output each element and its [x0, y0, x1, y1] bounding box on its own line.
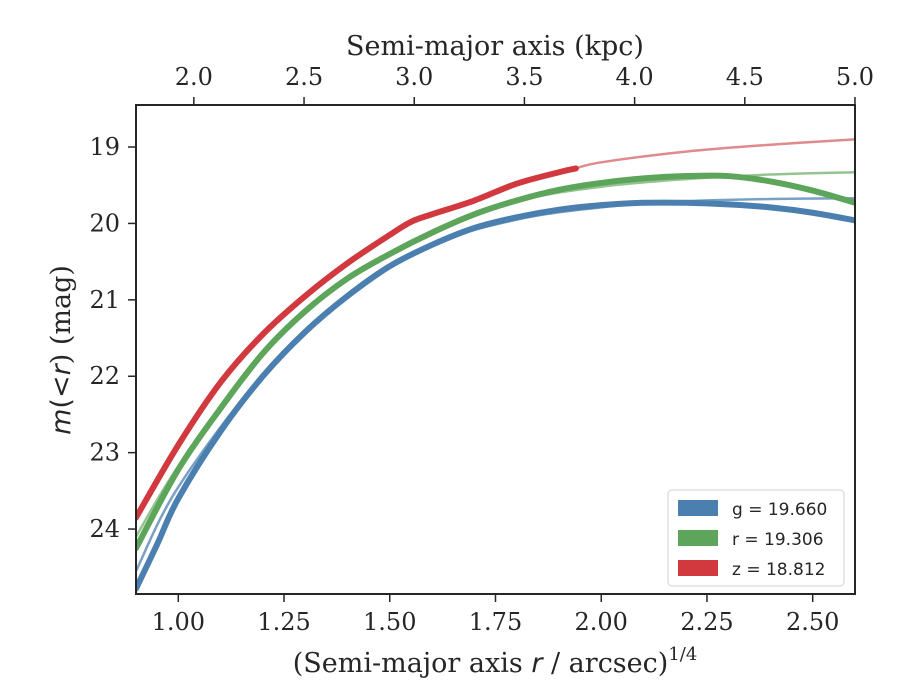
- data-line-r: [136, 172, 855, 552]
- bottom-axis-title-prefix: (Semi-major axis: [293, 648, 532, 679]
- ticks-layer: 1.00 1.25 1.50 1.75 2.00 2.25 2.50 2.0 2.5 3.0 3.5…: [89, 63, 874, 636]
- top-tick-label: 2.0: [175, 63, 213, 91]
- bottom-axis-title-suffix: / arcsec): [542, 648, 668, 679]
- y-tick-label: 22: [89, 362, 120, 390]
- top-axis-title: Semi-major axis (kpc): [346, 31, 644, 62]
- y-tick-label: 23: [89, 439, 120, 467]
- y-tick-label: 21: [89, 286, 120, 314]
- fit-line-z: [574, 138, 855, 170]
- legend: g = 19.660 r = 19.306 z = 18.812: [667, 489, 845, 587]
- bottom-tick-label: 1.50: [363, 608, 416, 636]
- bottom-axis-title-variable: r: [531, 648, 544, 679]
- bottom-tick-label: 1.25: [257, 608, 310, 636]
- legend-label-z: z = 18.812: [732, 560, 825, 580]
- legend-swatch-g: [678, 500, 718, 516]
- series-layer: [136, 138, 855, 592]
- y-axis-title-end: ) (mag): [46, 265, 77, 364]
- bottom-tick-label: 2.50: [786, 608, 839, 636]
- legend-label-g: g = 19.660: [732, 500, 827, 520]
- legend-label-r: r = 19.306: [732, 530, 824, 550]
- data-line-z: [136, 165, 579, 521]
- bottom-tick-label: 1.00: [152, 608, 205, 636]
- top-tick-label: 4.0: [616, 63, 654, 91]
- data-line-g: [136, 199, 855, 592]
- y-axis-title-m: m: [46, 409, 77, 435]
- bottom-tick-label: 2.25: [680, 608, 733, 636]
- y-axis-title-r: r: [46, 362, 77, 375]
- bottom-tick-label: 2.00: [575, 608, 628, 636]
- legend-swatch-r: [678, 530, 718, 546]
- y-axis-title: m(<r) (mag): [46, 265, 77, 435]
- top-tick-label: 4.5: [726, 63, 764, 91]
- bottom-axis-title: (Semi-major axis r / arcsec)1/4: [293, 644, 698, 679]
- y-tick-label: 20: [89, 209, 120, 237]
- top-tick-label: 2.5: [285, 63, 323, 91]
- bottom-tick-label: 1.75: [469, 608, 522, 636]
- y-tick-label: 24: [89, 515, 120, 543]
- top-tick-label: 3.5: [505, 63, 543, 91]
- bottom-axis-title-exponent: 1/4: [668, 644, 697, 665]
- top-tick-label: 3.0: [395, 63, 433, 91]
- top-tick-label: 5.0: [836, 63, 874, 91]
- y-tick-label: 19: [89, 133, 120, 161]
- y-axis-title-mid: (<: [46, 375, 77, 408]
- legend-swatch-z: [678, 560, 718, 576]
